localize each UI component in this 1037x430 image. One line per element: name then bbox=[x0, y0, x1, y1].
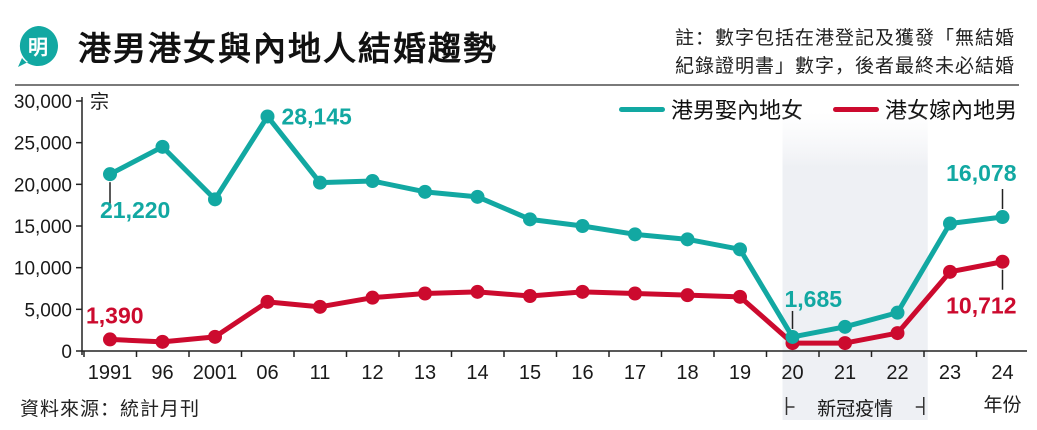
x-tick-label: 12 bbox=[361, 362, 383, 384]
data-point-hk-women bbox=[418, 286, 432, 301]
data-label: 21,220 bbox=[100, 197, 170, 223]
x-tick-label: 18 bbox=[676, 362, 698, 384]
logo-glyph: 明 bbox=[28, 35, 48, 59]
x-tick-label: 11 bbox=[310, 362, 331, 384]
x-tick-label: 21 bbox=[834, 362, 856, 384]
footnote: 註：數字包括在港登記及獲發「無結婚 紀錄證明書」數字，後者最終未必結婚 bbox=[575, 24, 1015, 80]
data-point-hk-women bbox=[523, 289, 537, 303]
data-point-hk-women bbox=[995, 254, 1010, 269]
y-axis-unit-label: 宗 bbox=[90, 91, 109, 113]
data-point-hk-men bbox=[628, 227, 642, 242]
data-point-hk-men bbox=[313, 175, 327, 190]
series-line-hk-women bbox=[107, 259, 1005, 346]
data-point-hk-men bbox=[523, 212, 537, 227]
data-point-hk-men bbox=[890, 305, 905, 320]
y-tick-label: 10,000 bbox=[14, 259, 72, 280]
x-tick-label: 1991 bbox=[88, 362, 133, 384]
y-tick-label: 5,000 bbox=[24, 300, 72, 321]
data-point-hk-women bbox=[313, 299, 327, 314]
data-point-hk-men bbox=[733, 242, 747, 257]
data-point-hk-women bbox=[680, 288, 695, 303]
data-point-hk-women bbox=[628, 286, 642, 301]
legend-label-hk-men: 港男娶內地女 bbox=[670, 99, 803, 124]
pandemic-label: 新冠疫情 bbox=[817, 398, 893, 420]
x-tick-label: 17 bbox=[624, 362, 646, 384]
legend-swatch-red bbox=[832, 106, 879, 112]
x-tick-label: 15 bbox=[519, 362, 541, 384]
x-tick-label: 96 bbox=[151, 362, 173, 384]
data-point-hk-women bbox=[103, 332, 117, 347]
data-point-hk-men bbox=[785, 329, 800, 344]
x-axis-title: 年份 bbox=[983, 394, 1021, 416]
data-point-hk-men bbox=[575, 219, 590, 233]
series-line-hk-men bbox=[107, 113, 1005, 340]
x-tick-label: 2001 bbox=[193, 362, 238, 384]
data-label: 16,078 bbox=[946, 160, 1017, 186]
x-tick-label: 24 bbox=[991, 362, 1013, 384]
data-label: 10,712 bbox=[946, 293, 1016, 319]
x-tick-label: 14 bbox=[466, 362, 488, 384]
x-tick-label: 22 bbox=[886, 362, 908, 384]
data-point-hk-women bbox=[260, 294, 275, 309]
data-point-hk-women bbox=[838, 336, 852, 351]
x-tick-label: 23 bbox=[939, 362, 961, 384]
data-point-hk-men bbox=[418, 184, 432, 199]
footnote-line-1: 註：數字包括在港登記及獲發「無結婚 bbox=[674, 27, 1015, 49]
y-tick-label: 15,000 bbox=[14, 217, 72, 238]
data-label: 1,390 bbox=[86, 302, 144, 328]
data-point-hk-women bbox=[733, 289, 747, 304]
header-divider bbox=[15, 84, 1019, 86]
y-tick-label: 25,000 bbox=[14, 134, 72, 155]
data-label: 1,685 bbox=[785, 286, 843, 312]
data-point-hk-women bbox=[890, 326, 905, 341]
pandemic-highlight-band bbox=[782, 112, 928, 420]
data-point-hk-men bbox=[103, 167, 117, 182]
chart-title: 港男港女與內地人結婚趨勢 bbox=[78, 29, 498, 68]
data-point-hk-women bbox=[155, 334, 170, 349]
data-point-hk-men bbox=[680, 232, 695, 247]
footnote-line-2: 紀錄證明書」數字，後者最終未必結婚 bbox=[674, 55, 1015, 77]
data-point-hk-women bbox=[943, 264, 957, 279]
x-tick-label: 13 bbox=[414, 362, 436, 384]
data-point-hk-men bbox=[155, 139, 170, 154]
data-point-hk-men bbox=[838, 319, 852, 334]
data-label: 28,145 bbox=[282, 103, 353, 129]
data-point-hk-men bbox=[208, 192, 222, 207]
x-tick-label: 06 bbox=[256, 362, 278, 384]
y-tick-label: 30,000 bbox=[14, 92, 72, 113]
data-point-hk-men bbox=[470, 189, 485, 204]
x-tick-label: 16 bbox=[571, 362, 593, 384]
data-source: 資料來源：統計月刊 bbox=[20, 398, 201, 420]
ming-pao-logo-icon: 明 bbox=[16, 24, 60, 68]
data-point-hk-women bbox=[575, 284, 590, 299]
data-point-hk-men bbox=[365, 174, 380, 188]
data-point-hk-men bbox=[943, 216, 957, 231]
data-point-hk-women bbox=[365, 290, 380, 305]
x-tick-label: 20 bbox=[781, 362, 803, 384]
legend: 港男娶內地女 港女嫁內地男 bbox=[589, 93, 1017, 125]
y-tick-label: 0 bbox=[61, 342, 72, 363]
legend-swatch-teal bbox=[618, 106, 665, 112]
legend-item-hk-men: 港男娶內地女 bbox=[618, 93, 803, 125]
x-tick-label: 19 bbox=[729, 362, 751, 384]
data-point-hk-women bbox=[208, 329, 222, 344]
y-tick-label: 20,000 bbox=[14, 175, 72, 196]
data-point-hk-men bbox=[995, 210, 1010, 225]
data-point-hk-women bbox=[470, 284, 485, 299]
title-block: 明 港男港女與內地人結婚趨勢 bbox=[16, 22, 498, 70]
data-point-hk-men bbox=[260, 109, 275, 124]
